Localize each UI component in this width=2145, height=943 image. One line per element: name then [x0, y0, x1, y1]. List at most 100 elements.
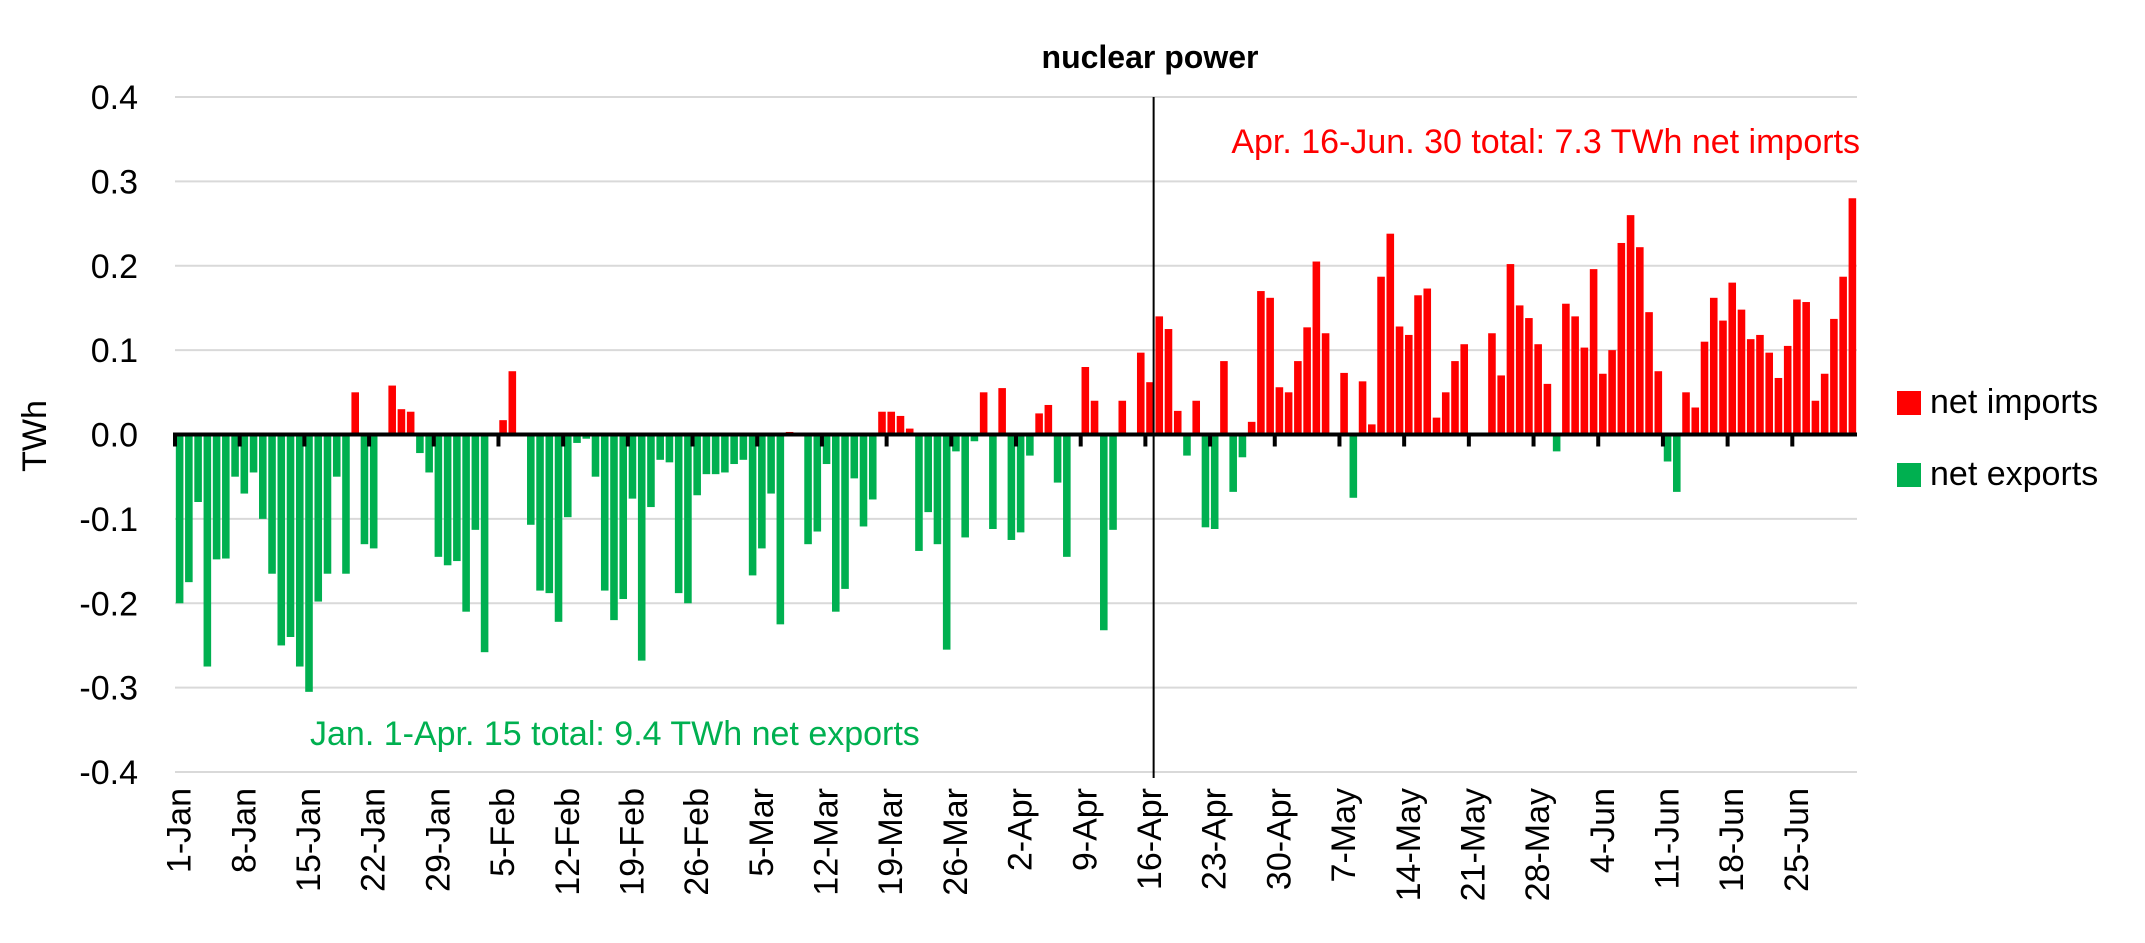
bar-net-imports: [1340, 372, 1348, 435]
bar-net-exports: [222, 434, 230, 559]
bar-net-imports: [1164, 329, 1173, 435]
bar-net-imports: [1294, 361, 1302, 435]
bar-net-imports: [1414, 295, 1422, 435]
x-tick-label: 26-Mar: [937, 788, 975, 896]
bar-net-exports: [693, 434, 701, 496]
legend-swatch-net-imports: [1897, 391, 1921, 415]
bar-net-imports: [1636, 247, 1644, 435]
x-tick-label: 8-Jan: [225, 788, 263, 873]
bars: [175, 198, 1857, 692]
annotation-net-exports: Jan. 1-Apr. 15 total: 9.4 TWh net export…: [310, 715, 920, 753]
x-tick-label: 12-Mar: [808, 788, 846, 896]
bar-net-imports: [1257, 291, 1265, 435]
bar-net-exports: [231, 434, 239, 477]
bar-net-exports: [961, 434, 969, 538]
bar-net-imports: [1543, 383, 1552, 435]
x-tick-label: 16-Apr: [1131, 788, 1169, 890]
bar-net-imports: [1284, 392, 1293, 435]
bar-net-imports: [1118, 400, 1127, 435]
bar-net-exports: [563, 434, 572, 518]
bar-net-imports: [1044, 404, 1053, 435]
bar-net-imports: [878, 411, 886, 435]
bar-net-exports: [702, 434, 711, 475]
bar-net-imports: [1368, 424, 1376, 435]
bar-net-exports: [314, 434, 323, 602]
bar-net-imports: [1247, 421, 1256, 435]
bar-net-imports: [1599, 373, 1607, 435]
bar-net-imports: [1275, 387, 1284, 435]
bar-net-exports: [822, 434, 831, 465]
bar-net-exports: [748, 434, 757, 576]
bar-net-exports: [1026, 434, 1034, 456]
bar-net-exports: [1007, 434, 1016, 540]
bar-net-imports: [1783, 345, 1792, 435]
bar-net-exports: [637, 434, 646, 661]
x-tick-label: 23-Apr: [1196, 788, 1234, 890]
bar-net-exports: [249, 434, 258, 473]
bar-net-exports: [1100, 434, 1108, 631]
x-tick-label: 5-Mar: [743, 788, 781, 877]
bar-net-imports: [887, 411, 896, 435]
bar-net-exports: [989, 434, 997, 529]
y-tick-label: -0.2: [79, 585, 138, 623]
bar-net-exports: [1109, 434, 1117, 530]
y-tick-label: -0.1: [79, 501, 138, 539]
x-tick-label: 21-May: [1454, 788, 1492, 901]
x-tick-label: 4-Jun: [1584, 788, 1622, 873]
x-tick-label: 14-May: [1390, 788, 1428, 901]
bar-net-exports: [600, 434, 609, 591]
bar-net-exports: [305, 434, 313, 692]
bar-net-imports: [406, 411, 415, 435]
bar-net-exports: [665, 434, 674, 463]
y-axis-label: TWh: [16, 400, 54, 472]
bar-net-exports: [323, 434, 332, 574]
bar-net-imports: [1728, 282, 1737, 435]
bar-net-exports: [591, 434, 600, 477]
bar-net-imports: [1756, 334, 1764, 435]
bar-net-imports: [1488, 333, 1496, 435]
bar-net-imports: [1626, 215, 1635, 435]
bar-net-exports: [841, 434, 849, 589]
bar-net-exports: [259, 434, 267, 519]
bar-net-exports: [1016, 434, 1025, 533]
bar-net-exports: [295, 434, 304, 667]
x-tick-label: 22-Jan: [355, 788, 393, 892]
bar-net-imports: [1802, 302, 1810, 435]
bar-net-exports: [175, 434, 184, 604]
bar-net-exports: [942, 434, 951, 650]
bar-net-imports: [1377, 276, 1385, 435]
bar-net-exports: [480, 434, 489, 653]
bar-net-imports: [1793, 299, 1801, 435]
bar-net-exports: [868, 434, 877, 500]
bar-net-exports: [342, 434, 350, 574]
bar-net-imports: [1146, 382, 1154, 435]
bar-net-imports: [1312, 261, 1321, 435]
bar-net-imports: [1811, 400, 1820, 435]
bar-net-exports: [1063, 434, 1071, 557]
bar-net-exports: [332, 434, 341, 477]
bar-net-exports: [952, 434, 960, 452]
bar-net-imports: [1155, 316, 1164, 435]
x-axis: [173, 432, 1857, 447]
bar-net-imports: [1441, 392, 1450, 435]
bar-net-exports: [674, 434, 683, 594]
bar-net-imports: [1571, 316, 1579, 435]
bar-net-exports: [628, 434, 637, 499]
bar-net-imports: [1774, 377, 1783, 435]
y-tick-label: 0.1: [91, 332, 138, 370]
bar-net-imports: [1395, 326, 1404, 435]
bar-net-imports: [1654, 371, 1663, 435]
bar-net-exports: [776, 434, 785, 625]
bar-net-exports: [185, 434, 193, 583]
y-tick-labels: 0.4 0.3 0.2 0.1 0.0 -0.1 -0.2 -0.3 -0.4: [79, 79, 138, 792]
bar-net-imports: [388, 385, 396, 435]
chart-title: nuclear power: [1042, 39, 1259, 75]
bar-net-imports: [1090, 400, 1099, 435]
x-tick-label: 15-Jan: [290, 788, 328, 892]
bar-net-exports: [462, 434, 470, 612]
bar-net-exports: [1349, 434, 1358, 498]
bar-net-exports: [610, 434, 618, 621]
bar-net-imports: [1173, 410, 1182, 435]
bar-net-imports: [1737, 309, 1746, 435]
